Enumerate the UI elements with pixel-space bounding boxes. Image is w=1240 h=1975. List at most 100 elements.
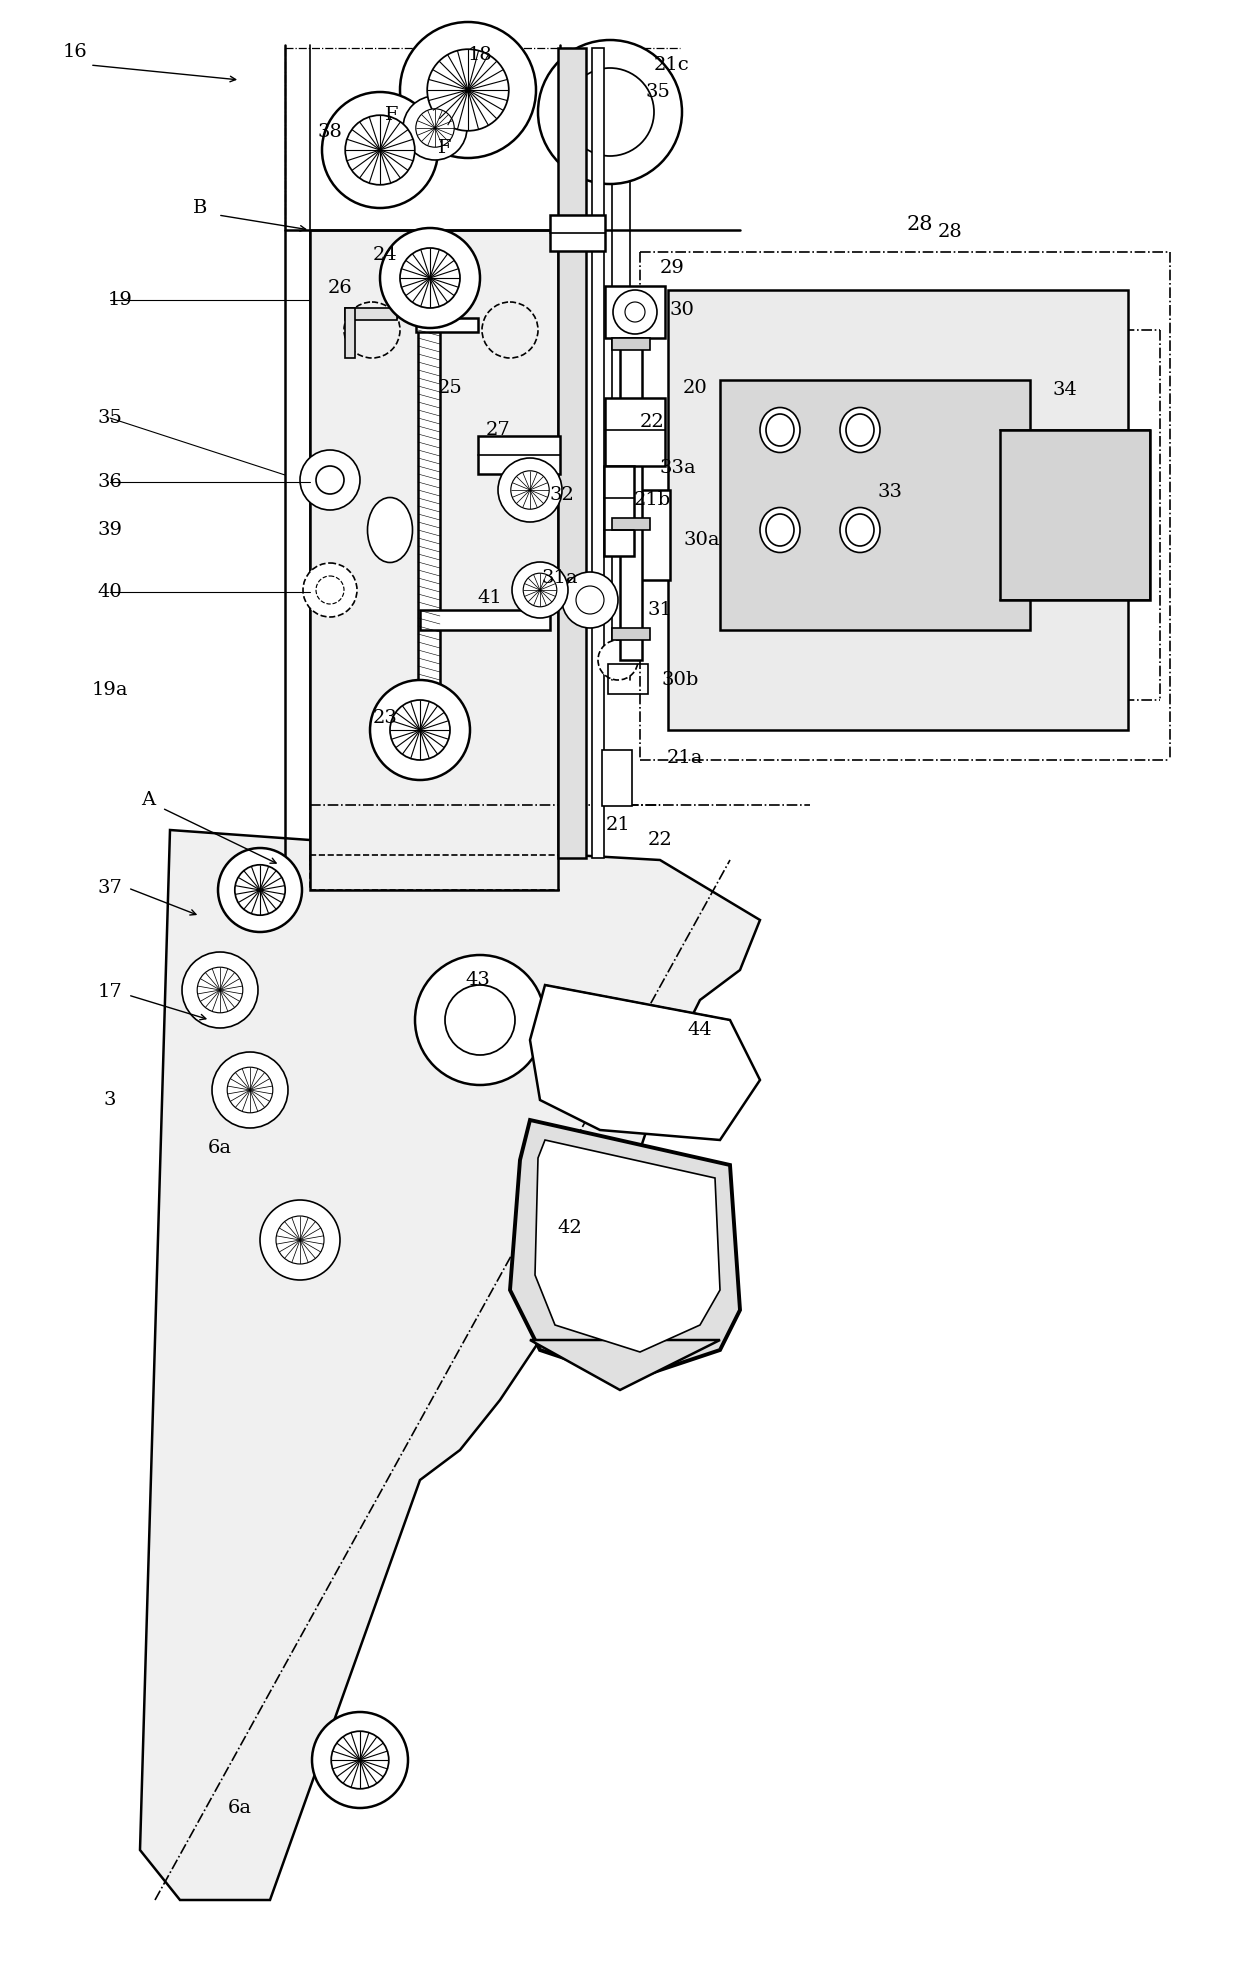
Text: 36: 36 bbox=[98, 472, 123, 492]
Ellipse shape bbox=[367, 498, 413, 563]
Circle shape bbox=[197, 968, 243, 1013]
Text: 34: 34 bbox=[1053, 381, 1078, 399]
Text: 21c: 21c bbox=[655, 55, 689, 73]
Text: 35: 35 bbox=[98, 409, 123, 427]
Circle shape bbox=[538, 40, 682, 184]
Text: 24: 24 bbox=[373, 247, 397, 265]
Bar bbox=[601, 750, 632, 806]
Bar bbox=[605, 399, 665, 466]
Circle shape bbox=[577, 587, 604, 614]
Text: 30: 30 bbox=[670, 300, 694, 320]
Text: 25: 25 bbox=[438, 379, 463, 397]
Circle shape bbox=[227, 1066, 273, 1112]
Bar bbox=[477, 436, 560, 474]
Circle shape bbox=[562, 573, 618, 628]
Text: 21a: 21a bbox=[667, 749, 703, 766]
Text: 43: 43 bbox=[465, 972, 491, 989]
Text: 42: 42 bbox=[558, 1219, 583, 1236]
Bar bbox=[345, 308, 355, 357]
Circle shape bbox=[322, 93, 438, 207]
Text: 18: 18 bbox=[467, 45, 492, 63]
Circle shape bbox=[415, 109, 454, 148]
Polygon shape bbox=[529, 986, 760, 1140]
Text: 33a: 33a bbox=[660, 458, 697, 478]
Bar bbox=[640, 490, 670, 581]
Circle shape bbox=[370, 679, 470, 780]
Bar bbox=[551, 215, 605, 251]
Bar bbox=[999, 431, 1149, 600]
Text: 20: 20 bbox=[683, 379, 707, 397]
Ellipse shape bbox=[760, 508, 800, 553]
Ellipse shape bbox=[839, 407, 880, 452]
Text: 26: 26 bbox=[327, 278, 352, 296]
Text: 30b: 30b bbox=[661, 672, 698, 689]
Circle shape bbox=[300, 450, 360, 510]
Circle shape bbox=[303, 563, 357, 616]
Text: 29: 29 bbox=[660, 259, 684, 277]
Polygon shape bbox=[534, 1140, 720, 1353]
Circle shape bbox=[234, 865, 285, 914]
Circle shape bbox=[523, 573, 557, 606]
Circle shape bbox=[316, 466, 343, 494]
Bar bbox=[345, 308, 397, 320]
Text: 23: 23 bbox=[372, 709, 398, 727]
Bar bbox=[558, 47, 587, 857]
Bar bbox=[608, 664, 649, 693]
Text: 44: 44 bbox=[688, 1021, 712, 1039]
Polygon shape bbox=[510, 1120, 740, 1381]
Text: 37: 37 bbox=[98, 879, 123, 897]
Text: F: F bbox=[438, 138, 451, 156]
Text: 39: 39 bbox=[98, 521, 123, 539]
Bar bbox=[605, 286, 665, 338]
Circle shape bbox=[345, 115, 415, 186]
Circle shape bbox=[613, 290, 657, 334]
Circle shape bbox=[565, 67, 653, 156]
Bar bbox=[310, 229, 558, 891]
Text: 16: 16 bbox=[63, 43, 87, 61]
Text: 28: 28 bbox=[906, 215, 934, 235]
Circle shape bbox=[316, 577, 343, 604]
Bar bbox=[591, 47, 604, 857]
Bar bbox=[415, 318, 477, 332]
Circle shape bbox=[598, 640, 639, 679]
Circle shape bbox=[218, 847, 303, 932]
Circle shape bbox=[277, 1217, 324, 1264]
Circle shape bbox=[445, 986, 515, 1055]
Text: 40: 40 bbox=[98, 583, 123, 600]
Circle shape bbox=[379, 227, 480, 328]
Text: A: A bbox=[141, 792, 155, 810]
Bar bbox=[613, 628, 650, 640]
Text: 22: 22 bbox=[640, 413, 665, 431]
Text: 31a: 31a bbox=[542, 569, 578, 587]
Text: 35: 35 bbox=[646, 83, 671, 101]
Circle shape bbox=[625, 302, 645, 322]
Polygon shape bbox=[529, 1339, 720, 1390]
Ellipse shape bbox=[760, 407, 800, 452]
Text: 3: 3 bbox=[104, 1090, 117, 1110]
Circle shape bbox=[212, 1053, 288, 1128]
Text: 28: 28 bbox=[937, 223, 962, 241]
Bar bbox=[668, 290, 1128, 731]
Text: 38: 38 bbox=[317, 122, 342, 140]
Text: 33: 33 bbox=[878, 484, 903, 502]
Text: 6a: 6a bbox=[228, 1799, 252, 1817]
Bar bbox=[418, 318, 440, 687]
Text: 17: 17 bbox=[98, 984, 123, 1001]
Circle shape bbox=[401, 249, 460, 308]
Text: F: F bbox=[386, 107, 399, 124]
Circle shape bbox=[391, 699, 450, 760]
Circle shape bbox=[331, 1732, 389, 1789]
Text: 19: 19 bbox=[108, 290, 133, 308]
Bar bbox=[613, 338, 650, 350]
Text: 21b: 21b bbox=[634, 492, 671, 510]
Bar bbox=[720, 379, 1030, 630]
Circle shape bbox=[512, 563, 568, 618]
Circle shape bbox=[511, 470, 549, 510]
Text: B: B bbox=[192, 199, 207, 217]
Polygon shape bbox=[140, 830, 760, 1900]
Text: 19a: 19a bbox=[92, 681, 128, 699]
Circle shape bbox=[498, 458, 562, 521]
Text: 27: 27 bbox=[486, 421, 511, 438]
Bar bbox=[604, 466, 634, 557]
Circle shape bbox=[428, 49, 508, 130]
